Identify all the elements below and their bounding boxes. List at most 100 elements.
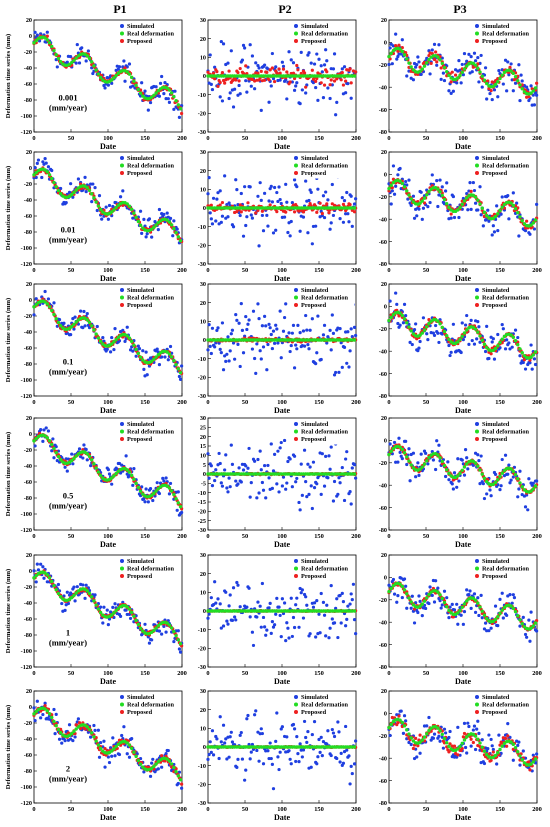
- simulated-point: [221, 42, 226, 46]
- x-tick-label: 200: [351, 135, 361, 142]
- proposed-point: [211, 71, 216, 75]
- real-point: [442, 65, 447, 70]
- simulated-point: [101, 621, 105, 625]
- real-point: [90, 458, 94, 462]
- simulated-point: [259, 468, 263, 472]
- proposed-point: [429, 61, 433, 66]
- simulated-point: [314, 224, 318, 228]
- proposed-point: [246, 201, 250, 205]
- x-tick-label: 0: [206, 533, 209, 540]
- real-point: [74, 188, 78, 192]
- simulated-point: [306, 342, 310, 347]
- real-point: [511, 335, 516, 340]
- simulated-point: [340, 67, 344, 71]
- panel-3-4: 200-20-40-60-800 50 100 150 200DateSimulated…: [379, 415, 542, 549]
- simulated-point: [476, 320, 480, 324]
- real-point: [496, 212, 500, 216]
- real-point: [165, 218, 169, 222]
- simulated-point: [298, 102, 302, 106]
- y-tick-label: -20: [24, 584, 32, 591]
- real-point: [127, 607, 132, 611]
- rate-value: 0.5: [63, 491, 74, 501]
- simulated-point: [86, 49, 90, 53]
- simulated-point: [279, 356, 283, 360]
- proposed-point: [354, 70, 358, 74]
- x-tick-label: 150: [495, 399, 505, 406]
- simulated-point: [223, 468, 227, 472]
- simulated-point: [411, 194, 416, 198]
- simulated-point: [400, 456, 404, 461]
- legend-marker: [120, 39, 124, 43]
- proposed-point: [397, 43, 401, 47]
- simulated-point: [290, 80, 294, 84]
- simulated-point: [317, 57, 321, 61]
- simulated-point: [209, 82, 213, 86]
- simulated-point: [71, 195, 75, 199]
- x-tick-label: 100: [458, 399, 468, 406]
- simulated-point: [269, 184, 273, 188]
- real-point: [498, 340, 502, 345]
- real-point: [125, 70, 129, 74]
- simulated-point: [83, 324, 87, 328]
- y-tick-label: 20: [200, 571, 206, 578]
- simulated-point: [249, 84, 253, 88]
- real-point: [533, 350, 538, 354]
- simulated-point: [145, 232, 149, 236]
- simulated-point: [331, 213, 336, 218]
- simulated-point: [506, 194, 510, 198]
- simulated-point: [347, 365, 351, 369]
- simulated-point: [144, 350, 148, 354]
- legend-label: Simulated: [127, 421, 155, 428]
- simulated-point: [93, 593, 97, 597]
- simulated-point: [500, 457, 504, 462]
- legend-marker: [475, 163, 479, 168]
- legend-marker: [475, 429, 479, 434]
- simulated-point: [394, 291, 398, 295]
- simulated-point: [41, 565, 45, 569]
- simulated-point: [50, 168, 54, 173]
- legend-label: Simulated: [482, 23, 510, 30]
- simulated-point: [83, 596, 87, 600]
- simulated-point: [239, 302, 243, 306]
- real-point: [478, 202, 482, 206]
- simulated-point: [257, 317, 261, 321]
- real-point: [56, 454, 61, 459]
- proposed-point: [344, 79, 348, 83]
- proposed-point: [527, 94, 531, 99]
- real-point: [45, 436, 50, 440]
- y-axis-label: Deformation time series (mm): [5, 569, 12, 653]
- real-point: [409, 197, 413, 201]
- real-point: [176, 501, 180, 505]
- real-point: [45, 302, 50, 306]
- real-point: [43, 168, 47, 172]
- legend-marker: [475, 422, 479, 426]
- y-tick-label: -20: [379, 460, 387, 467]
- simulated-point: [289, 343, 293, 348]
- real-point: [493, 214, 498, 219]
- legend-marker: [475, 31, 479, 36]
- simulated-point: [310, 242, 314, 246]
- simulated-point: [404, 439, 408, 443]
- x-tick-label: 150: [140, 533, 150, 540]
- real-point: [85, 54, 89, 58]
- x-tick-label: 150: [495, 533, 505, 540]
- real-series: [206, 338, 357, 342]
- real-point: [54, 588, 58, 592]
- simulated-point: [418, 339, 422, 344]
- simulated-point: [328, 96, 332, 101]
- simulated-point: [481, 224, 485, 228]
- y-tick-label: -10: [198, 92, 206, 99]
- simulated-point: [137, 347, 142, 351]
- simulated-point: [410, 342, 414, 347]
- x-tick-label: 100: [103, 533, 113, 540]
- simulated-point: [288, 349, 292, 354]
- simulated-point: [306, 462, 310, 466]
- simulated-point: [477, 459, 481, 463]
- y-tick-label: -120: [21, 129, 32, 136]
- legend-marker: [120, 24, 124, 28]
- simulated-point: [220, 484, 225, 488]
- simulated-point: [389, 42, 393, 46]
- simulated-point: [219, 351, 223, 355]
- simulated-point: [221, 624, 226, 628]
- legend-marker: [475, 303, 479, 307]
